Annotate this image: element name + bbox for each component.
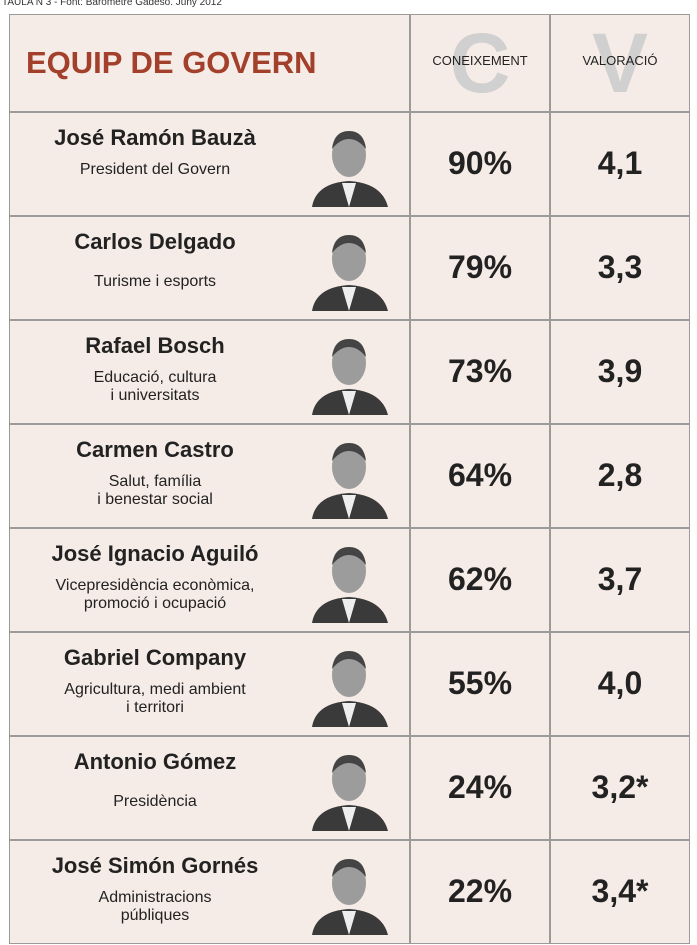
rating-cell: 3,9	[550, 320, 690, 424]
role-line: Educació, cultura	[10, 369, 300, 387]
rating-cell: 4,1	[550, 112, 690, 216]
page: {"caption": "TAULA N 3 - Font: Baròmetre…	[0, 0, 697, 945]
portrait	[306, 849, 392, 940]
rating-value: 4,1	[551, 145, 689, 182]
portrait	[306, 225, 392, 316]
knowledge-cell: 73%	[410, 320, 550, 424]
person-role: Presidència	[10, 793, 300, 811]
knowledge-value: 62%	[411, 561, 549, 598]
rating-value: 3,2*	[551, 769, 689, 806]
person-role: President del Govern	[10, 161, 300, 179]
knowledge-value: 24%	[411, 769, 549, 806]
table: EQUIP DE GOVERN C CONEIXEMENT V VALORACI…	[9, 14, 690, 945]
knowledge-cell: 64%	[410, 424, 550, 528]
role-line: Vicepresidència econòmica,	[10, 577, 300, 595]
portrait-image	[306, 433, 392, 519]
portrait	[306, 433, 392, 524]
knowledge-value: 73%	[411, 353, 549, 390]
portrait	[306, 641, 392, 732]
person-name: Antonio Gómez	[10, 749, 300, 775]
knowledge-cell: 62%	[410, 528, 550, 632]
name-cell: Antonio Gómez Presidència	[9, 736, 410, 840]
knowledge-cell: 22%	[410, 840, 550, 944]
portrait-image	[306, 849, 392, 935]
name-cell: Carmen Castro Salut, famíliai benestar so…	[9, 424, 410, 528]
role-line: President del Govern	[10, 161, 300, 179]
rating-cell: 3,7	[550, 528, 690, 632]
portrait-image	[306, 537, 392, 623]
role-line: i benestar social	[10, 491, 300, 509]
portrait-image	[306, 745, 392, 831]
column-header: CONEIXEMENT	[411, 53, 549, 68]
rating-value: 3,7	[551, 561, 689, 598]
portrait	[306, 121, 392, 212]
portrait	[306, 537, 392, 628]
portrait-image	[306, 329, 392, 415]
knowledge-value: 79%	[411, 249, 549, 286]
knowledge-cell: 90%	[410, 112, 550, 216]
role-line: Administracions	[10, 889, 300, 907]
knowledge-value: 55%	[411, 665, 549, 702]
rating-cell: 3,3	[550, 216, 690, 320]
role-line: Agricultura, medi ambient	[10, 681, 300, 699]
person-name: Gabriel Company	[10, 645, 300, 671]
rating-cell: 3,4*	[550, 840, 690, 944]
header-cell: EQUIP DE GOVERN	[9, 14, 410, 112]
rating-value: 3,4*	[551, 873, 689, 910]
portrait-image	[306, 121, 392, 207]
name-cell: José Ramón Bauzà President del Govern	[9, 112, 410, 216]
knowledge-cell: 24%	[410, 736, 550, 840]
role-line: públiques	[10, 907, 300, 925]
person-name: Carmen Castro	[10, 437, 300, 463]
column-header: VALORACIÓ	[551, 53, 689, 68]
role-line: i territori	[10, 699, 300, 717]
role-line: promoció i ocupació	[10, 595, 300, 613]
name-cell: Gabriel Company Agricultura, medi ambient…	[9, 632, 410, 736]
person-name: José Ramón Bauzà	[10, 125, 300, 151]
table-title: EQUIP DE GOVERN	[26, 45, 317, 81]
portrait	[306, 329, 392, 420]
role-line: i universitats	[10, 387, 300, 405]
portrait-image	[306, 225, 392, 311]
name-cell: Carlos Delgado Turisme i esports	[9, 216, 410, 320]
rating-cell: 4,0	[550, 632, 690, 736]
rating-cell: 2,8	[550, 424, 690, 528]
knowledge-value: 64%	[411, 457, 549, 494]
person-name: Carlos Delgado	[10, 229, 300, 255]
person-role: Turisme i esports	[10, 273, 300, 291]
knowledge-cell: 55%	[410, 632, 550, 736]
role-line: Presidència	[10, 793, 300, 811]
rating-value: 4,0	[551, 665, 689, 702]
person-name: Rafael Bosch	[10, 333, 300, 359]
caption: TAULA N 3 - Font: Baròmetre Gadeso. Juny…	[2, 0, 222, 8]
person-name: José Simón Gornés	[10, 853, 300, 879]
knowledge-value: 22%	[411, 873, 549, 910]
person-role: Vicepresidència econòmica,promoció i ocu…	[10, 577, 300, 613]
rating-cell: 3,2*	[550, 736, 690, 840]
rating-value: 3,9	[551, 353, 689, 390]
portrait-image	[306, 641, 392, 727]
person-name: José Ignacio Aguiló	[10, 541, 300, 567]
knowledge-value: 90%	[411, 145, 549, 182]
rating-value: 2,8	[551, 457, 689, 494]
rating-value: 3,3	[551, 249, 689, 286]
name-cell: José Ignacio Aguiló Vicepresidència econò…	[9, 528, 410, 632]
role-line: Turisme i esports	[10, 273, 300, 291]
knowledge-cell: 79%	[410, 216, 550, 320]
header-cell: C CONEIXEMENT	[410, 14, 550, 112]
header-cell: V VALORACIÓ	[550, 14, 690, 112]
portrait	[306, 745, 392, 836]
role-line: Salut, família	[10, 473, 300, 491]
